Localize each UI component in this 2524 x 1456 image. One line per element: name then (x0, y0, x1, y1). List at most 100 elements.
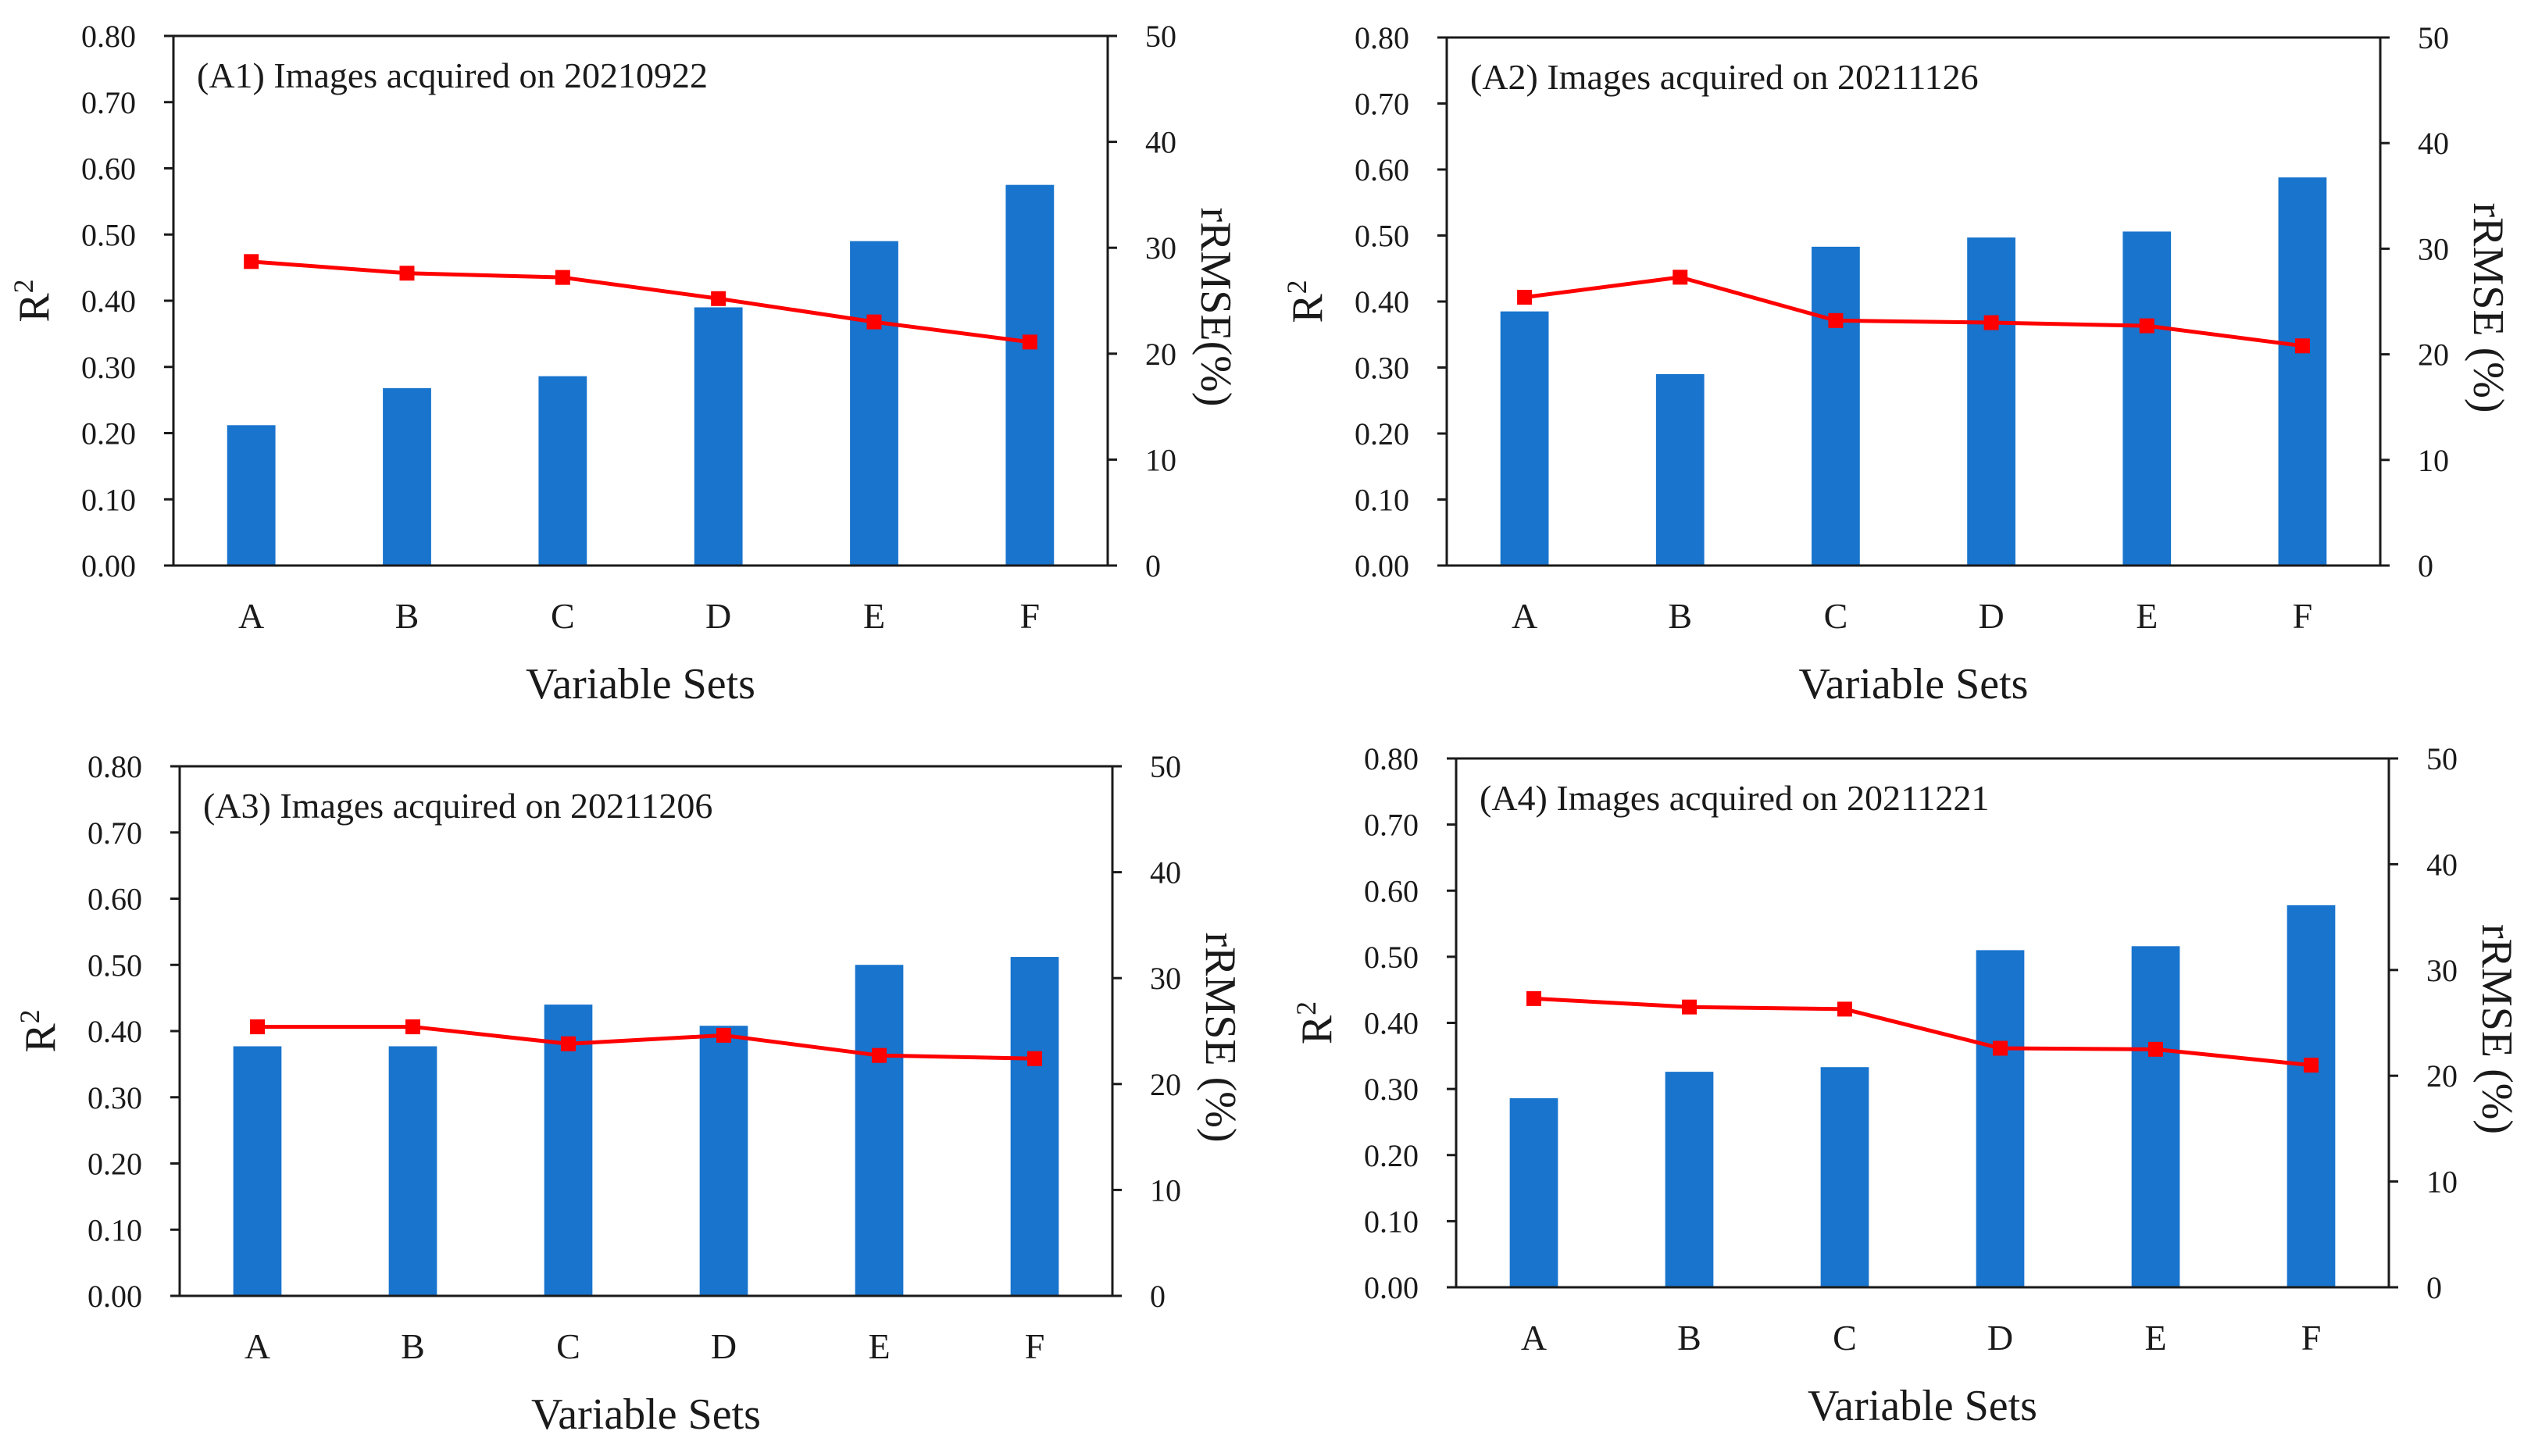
x-tick-label: F (1025, 1326, 1045, 1366)
y2-axis-title: rRMSE(%) (1191, 207, 1240, 406)
x-axis-title: Variable Sets (1808, 1382, 2037, 1430)
y-axis-title-base: R (1293, 1015, 1341, 1044)
y-tick-label: 0.20 (81, 416, 136, 451)
rrmse-line (257, 1025, 1035, 1061)
y-tick-label: 0.60 (87, 882, 142, 917)
y-axis-title-base: R (1283, 294, 1332, 323)
chart-panel-2: 0.00 0.10 0.20 0.30 0.40 0.50 0.60 0.70 0.80 0 10 2… (1281, 20, 2512, 708)
x-tick-label: C (551, 596, 575, 636)
x-tick-label: E (868, 1326, 890, 1366)
rrmse-marker-B (405, 1019, 420, 1035)
bar-E (850, 241, 898, 566)
y-tick-label: 0.00 (1355, 548, 1409, 583)
y-axis-title: R2 (8, 279, 59, 322)
y2-tick-label: 20 (2426, 1058, 2458, 1094)
bar-B (1655, 373, 1705, 566)
y2-axis-title: rRMSE (%) (1196, 932, 1244, 1142)
x-tick-label: F (2301, 1318, 2322, 1358)
y-tick-label: 0.30 (1355, 351, 1409, 386)
y2-tick-label: 30 (2418, 231, 2449, 266)
bar-F (2278, 177, 2327, 566)
chart-panel-1: 0.00 0.10 0.20 0.30 0.40 0.50 0.60 0.70 0.80 0 10 2… (8, 19, 1240, 708)
y-axis-title-superscript: 2 (1281, 280, 1312, 294)
y-tick-label: 0.30 (81, 350, 136, 385)
y-axis-title: R2 (1281, 280, 1332, 323)
y2-axis-title: rRMSE (%) (2464, 202, 2512, 412)
chart-panel-3: 0.00 0.10 0.20 0.30 0.40 0.50 0.60 0.70 0.80 0 10 2… (14, 749, 1244, 1439)
y2-tick-label: 40 (2426, 847, 2458, 882)
y-axis-title: R2 (14, 1009, 65, 1052)
y-tick-label: 0.10 (1355, 483, 1409, 518)
bar-B (1665, 1072, 1714, 1287)
y-axis-title-base: R (16, 1023, 65, 1053)
y-tick-label: 0.00 (1364, 1270, 1419, 1305)
y-tick-label: 0.40 (1364, 1006, 1419, 1041)
bar-F (1010, 957, 1059, 1296)
rrmse-marker-A (250, 1019, 265, 1035)
bar-B (383, 387, 431, 566)
bar-E (855, 965, 904, 1296)
y-tick-label: 0.50 (81, 217, 136, 252)
y2-tick-label: 30 (2426, 953, 2458, 988)
y2-tick-label: 20 (1150, 1067, 1181, 1102)
x-tick-label: A (1512, 596, 1537, 636)
rrmse-marker-C (561, 1036, 576, 1051)
y-tick-label: 0.30 (1364, 1072, 1419, 1107)
rrmse-marker-D (711, 291, 726, 306)
y-tick-label: 0.60 (1355, 152, 1409, 187)
y-tick-label: 0.00 (81, 548, 136, 583)
y-tick-label: 0.70 (1355, 87, 1409, 122)
y2-tick-label: 10 (2418, 443, 2449, 478)
y2-tick-label: 10 (1145, 442, 1176, 477)
y2-tick-label: 0 (1145, 548, 1161, 583)
x-tick-label: F (1020, 596, 1041, 636)
y-axis-title: R2 (1291, 1001, 1341, 1044)
y-tick-label: 0.50 (87, 947, 142, 983)
y-tick-label: 0.80 (1355, 20, 1409, 55)
y2-tick-label: 50 (2426, 741, 2458, 776)
bar-D (699, 1026, 748, 1296)
y-tick-label: 0.70 (81, 85, 136, 120)
x-tick-label: B (401, 1326, 425, 1366)
rrmse-line (251, 259, 1030, 344)
bar-B (388, 1046, 437, 1296)
x-tick-label: F (2293, 596, 2313, 636)
rrmse-marker-C (1828, 312, 1844, 328)
y2-tick-label: 0 (1150, 1279, 1166, 1314)
rrmse-marker-A (244, 254, 259, 269)
x-tick-label: D (1987, 1318, 2013, 1358)
y-tick-label: 0.20 (1355, 416, 1409, 451)
bar-D (1967, 237, 2015, 566)
y-axis-title-superscript: 2 (14, 1009, 45, 1023)
x-tick-label: C (556, 1326, 580, 1366)
bar-D (694, 307, 743, 566)
x-tick-label: E (2136, 596, 2158, 636)
rrmse-marker-A (1517, 290, 1533, 305)
y-tick-label: 0.30 (87, 1080, 142, 1115)
x-tick-label: E (863, 596, 885, 636)
panel-title: (A4) Images acquired on 20211221 (1480, 778, 1989, 818)
rrmse-marker-F (1022, 334, 1037, 350)
y2-tick-label: 50 (1150, 749, 1181, 784)
bar-D (1976, 950, 2025, 1287)
x-tick-label: D (705, 596, 731, 636)
x-tick-label: B (1677, 1318, 1701, 1358)
rrmse-marker-A (1526, 990, 1541, 1006)
rrmse-marker-B (1673, 269, 1688, 285)
y-axis-title-superscript: 2 (1291, 1001, 1322, 1015)
plot-frame (178, 765, 1114, 1297)
rrmse-marker-B (1682, 999, 1697, 1015)
panel-title: (A1) Images acquired on 20210922 (197, 55, 708, 95)
panel-title: (A2) Images acquired on 20211126 (1470, 57, 1979, 97)
rrmse-marker-E (866, 314, 882, 330)
y-tick-label: 0.10 (87, 1212, 142, 1247)
bar-C (1812, 246, 1860, 566)
y2-tick-label: 40 (1145, 125, 1176, 160)
bar-E (2122, 231, 2172, 566)
x-axis-title: Variable Sets (526, 660, 755, 708)
rrmse-marker-C (1837, 1001, 1852, 1017)
y-tick-label: 0.50 (1364, 940, 1419, 975)
y-tick-label: 0.80 (1364, 741, 1419, 776)
rrmse-marker-D (1993, 1040, 2008, 1056)
rrmse-marker-F (2294, 338, 2310, 354)
